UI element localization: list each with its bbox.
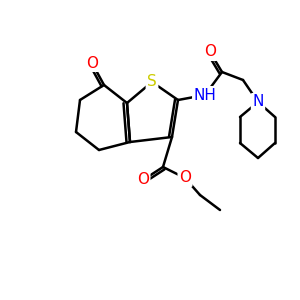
Text: NH: NH bbox=[194, 88, 216, 103]
Text: O: O bbox=[204, 44, 216, 59]
Text: O: O bbox=[137, 172, 149, 188]
Text: S: S bbox=[147, 74, 157, 89]
Text: O: O bbox=[179, 170, 191, 185]
Text: O: O bbox=[86, 56, 98, 70]
Text: N: N bbox=[252, 94, 264, 110]
